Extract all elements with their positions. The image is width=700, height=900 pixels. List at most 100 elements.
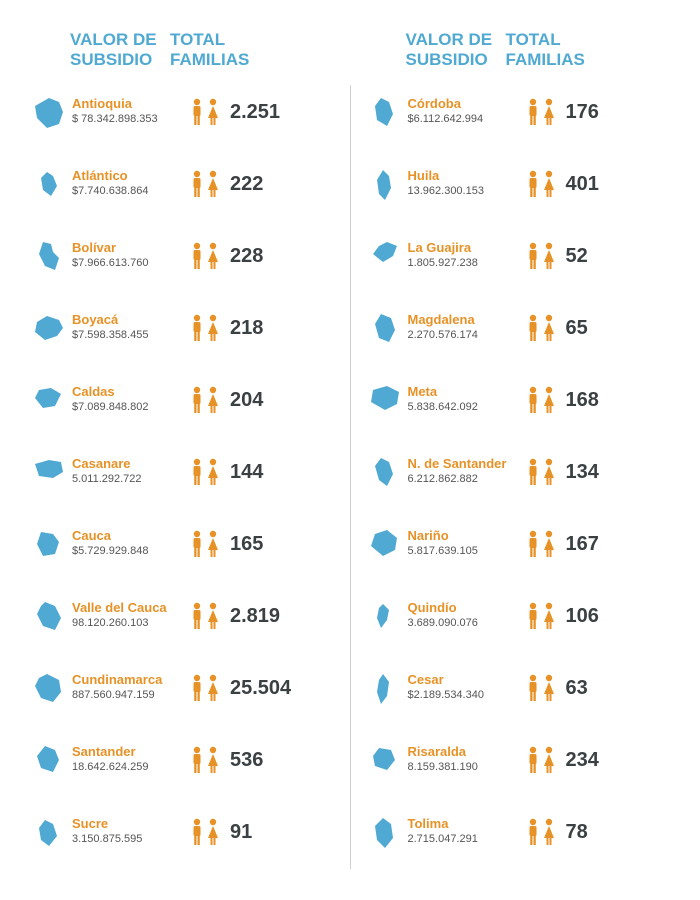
region-row: Huila13.962.300.153 401 [366, 159, 671, 209]
people-icon [524, 673, 560, 703]
region-info: Valle del Cauca98.120.260.103 [68, 601, 188, 630]
region-info: Antioquia$ 78.342.898.353 [68, 97, 188, 126]
region-info: Nariño5.817.639.105 [404, 529, 524, 558]
families-count: 2.819 [224, 605, 335, 628]
region-row: Nariño5.817.639.105 167 [366, 519, 671, 569]
region-map-icon [30, 526, 68, 562]
region-name: Cauca [72, 529, 188, 544]
region-name: Santander [72, 745, 188, 760]
people-icon [188, 745, 224, 775]
people-icon [188, 313, 224, 343]
region-map-icon [30, 598, 68, 634]
right-column: VALOR DE SUBSIDIO TOTAL FAMILIAS Córdoba… [356, 30, 681, 879]
region-name: Caldas [72, 385, 188, 400]
families-count: 176 [560, 101, 671, 124]
region-row: Risaralda8.159.381.190 234 [366, 735, 671, 785]
infographic-container: VALOR DE SUBSIDIO TOTAL FAMILIAS Antioqu… [0, 0, 700, 899]
region-name: Córdoba [408, 97, 524, 112]
region-subsidy-value: $6.112.642.994 [408, 112, 524, 126]
families-count: 228 [224, 245, 335, 268]
region-info: Meta5.838.642.092 [404, 385, 524, 414]
region-map-icon [30, 238, 68, 274]
region-info: La Guajira1.805.927.238 [404, 241, 524, 270]
region-subsidy-value: $2.189.534.340 [408, 688, 524, 702]
region-map-icon [366, 166, 404, 202]
region-name: Antioquia [72, 97, 188, 112]
people-icon [188, 385, 224, 415]
header-text: SUBSIDIO [70, 50, 152, 69]
people-icon [188, 601, 224, 631]
families-count: 536 [224, 749, 335, 772]
people-icon [524, 385, 560, 415]
header-text: TOTAL [170, 30, 225, 49]
families-count: 2.251 [224, 101, 335, 124]
people-icon [188, 529, 224, 559]
people-icon [188, 97, 224, 127]
people-icon [524, 601, 560, 631]
column-headers: VALOR DE SUBSIDIO TOTAL FAMILIAS [30, 30, 335, 69]
region-subsidy-value: $ 78.342.898.353 [72, 112, 188, 126]
region-name: Magdalena [408, 313, 524, 328]
region-subsidy-value: 3.689.090.076 [408, 616, 524, 630]
region-subsidy-value: 1.805.927.238 [408, 256, 524, 270]
region-row: Casanare5.011.292.722 144 [30, 447, 335, 497]
header-text: SUBSIDIO [406, 50, 488, 69]
region-row: Cauca$5.729.929.848 165 [30, 519, 335, 569]
region-info: N. de Santander6.212.862.882 [404, 457, 524, 486]
region-name: Atlántico [72, 169, 188, 184]
header-text: TOTAL [506, 30, 561, 49]
region-subsidy-value: $7.598.358.455 [72, 328, 188, 342]
region-name: Quindío [408, 601, 524, 616]
header-text: VALOR DE [70, 30, 157, 49]
families-count: 218 [224, 317, 335, 340]
header-text: VALOR DE [406, 30, 493, 49]
region-row: Boyacá$7.598.358.455 218 [30, 303, 335, 353]
column-headers: VALOR DE SUBSIDIO TOTAL FAMILIAS [366, 30, 671, 69]
region-info: Caldas$7.089.848.802 [68, 385, 188, 414]
region-subsidy-value: 2.715.047.291 [408, 832, 524, 846]
region-row: Quindío3.689.090.076 106 [366, 591, 671, 641]
region-subsidy-value: 18.642.624.259 [72, 760, 188, 774]
people-icon [188, 673, 224, 703]
region-info: Huila13.962.300.153 [404, 169, 524, 198]
families-count: 144 [224, 461, 335, 484]
people-icon [524, 817, 560, 847]
region-subsidy-value: $7.966.613.760 [72, 256, 188, 270]
region-map-icon [366, 454, 404, 490]
region-row: Córdoba$6.112.642.994 176 [366, 87, 671, 137]
region-map-icon [366, 526, 404, 562]
region-row: Cundinamarca887.560.947.159 25.504 [30, 663, 335, 713]
region-name: Risaralda [408, 745, 524, 760]
region-map-icon [30, 310, 68, 346]
families-count: 167 [560, 533, 671, 556]
families-count: 168 [560, 389, 671, 412]
region-map-icon [366, 382, 404, 418]
families-count: 222 [224, 173, 335, 196]
families-count: 401 [560, 173, 671, 196]
people-icon [188, 457, 224, 487]
region-name: Boyacá [72, 313, 188, 328]
column-divider [350, 85, 351, 869]
region-row: Atlántico$7.740.638.864 222 [30, 159, 335, 209]
region-subsidy-value: 5.817.639.105 [408, 544, 524, 558]
people-icon [524, 457, 560, 487]
region-name: Huila [408, 169, 524, 184]
region-map-icon [366, 310, 404, 346]
region-name: Bolívar [72, 241, 188, 256]
people-icon [524, 745, 560, 775]
region-subsidy-value: 6.212.862.882 [408, 472, 524, 486]
left-column: VALOR DE SUBSIDIO TOTAL FAMILIAS Antioqu… [20, 30, 345, 879]
region-info: Magdalena2.270.576.174 [404, 313, 524, 342]
region-map-icon [30, 94, 68, 130]
people-icon [524, 313, 560, 343]
region-map-icon [366, 814, 404, 850]
people-icon [524, 169, 560, 199]
people-icon [188, 169, 224, 199]
region-subsidy-value: 3.150.875.595 [72, 832, 188, 846]
region-name: Meta [408, 385, 524, 400]
region-name: Nariño [408, 529, 524, 544]
region-info: Boyacá$7.598.358.455 [68, 313, 188, 342]
region-subsidy-value: 2.270.576.174 [408, 328, 524, 342]
region-subsidy-value: 13.962.300.153 [408, 184, 524, 198]
region-map-icon [30, 742, 68, 778]
